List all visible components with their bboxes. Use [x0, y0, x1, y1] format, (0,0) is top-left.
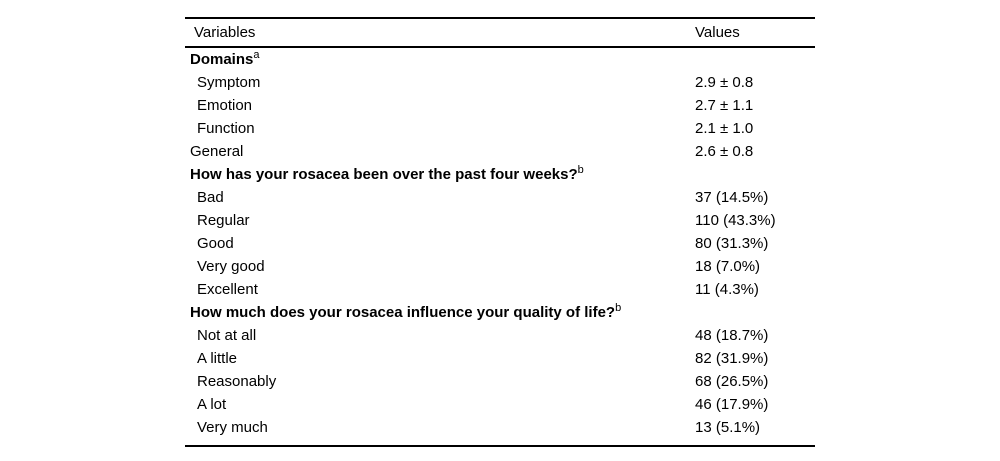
table-row: Very good 18 (7.0%)	[185, 255, 815, 278]
table-row: Good 80 (31.3%)	[185, 232, 815, 255]
variable-cell: Domainsa	[190, 49, 260, 69]
table-row: Function 2.1 ± 1.0	[185, 117, 815, 140]
variable-cell: Regular	[197, 212, 250, 229]
table-row: How much does your rosacea influence you…	[185, 301, 815, 324]
value-cell: 37 (14.5%)	[695, 189, 769, 206]
column-header-variables: Variables	[194, 24, 256, 41]
value-cell: 2.7 ± 1.1	[695, 97, 754, 114]
value-cell: 18 (7.0%)	[695, 258, 761, 275]
value-cell: 48 (18.7%)	[695, 327, 769, 344]
variable-cell: A little	[197, 350, 238, 367]
value-cell: 68 (26.5%)	[695, 373, 769, 390]
value-cell: 110 (43.3%)	[695, 212, 776, 229]
table-row: Reasonably 68 (26.5%)	[185, 370, 815, 393]
value-cell: 2.6 ± 0.8	[695, 143, 754, 160]
value-cell: 46 (17.9%)	[695, 396, 769, 413]
table-row: Bad 37 (14.5%)	[185, 186, 815, 209]
variable-cell: A lot	[197, 396, 227, 413]
table-row: A lot 46 (17.9%)	[185, 393, 815, 416]
table-row: Emotion 2.7 ± 1.1	[185, 94, 815, 117]
table-row: General 2.6 ± 0.8	[185, 140, 815, 163]
variable-cell: Function	[197, 120, 255, 137]
variable-cell: Excellent	[197, 281, 258, 298]
value-cell: 82 (31.9%)	[695, 350, 769, 367]
variable-cell: Very good	[197, 258, 265, 275]
variable-cell: Reasonably	[197, 373, 277, 390]
table-header: Variables Values	[185, 19, 815, 48]
table-row: Regular 110 (43.3%)	[185, 209, 815, 232]
variable-cell: How much does your rosacea influence you…	[190, 302, 622, 322]
footnote-marker: b	[577, 164, 584, 176]
value-cell: 2.9 ± 0.8	[695, 74, 754, 91]
table-row: Very much 13 (5.1%)	[185, 416, 815, 439]
table-body: Domainsa Symptom 2.9 ± 0.8 Emotion 2.7 ± 1.1…	[185, 48, 815, 445]
footnote-marker: a	[253, 49, 260, 61]
value-cell: 80 (31.3%)	[695, 235, 769, 252]
value-cell: 2.1 ± 1.0	[695, 120, 754, 137]
table-row: Excellent 11 (4.3%)	[185, 278, 815, 301]
variable-cell: Very much	[197, 419, 268, 436]
table-row: A little 82 (31.9%)	[185, 347, 815, 370]
variable-cell: General	[190, 143, 244, 160]
table-row: Symptom 2.9 ± 0.8	[185, 71, 815, 94]
value-cell: 11 (4.3%)	[695, 281, 759, 298]
column-header-values: Values	[695, 24, 740, 41]
variable-cell: Not at all	[197, 327, 257, 344]
table-row: Domainsa	[185, 48, 815, 71]
table-row: Not at all 48 (18.7%)	[185, 324, 815, 347]
footnote-marker: b	[615, 302, 622, 314]
table-row: How has your rosacea been over the past …	[185, 163, 815, 186]
variable-cell: Bad	[197, 189, 224, 206]
variable-cell: Emotion	[197, 97, 253, 114]
variable-cell: Symptom	[197, 74, 261, 91]
variable-cell: Good	[197, 235, 234, 252]
value-cell: 13 (5.1%)	[695, 419, 761, 436]
variable-cell: How has your rosacea been over the past …	[190, 164, 584, 184]
variables-values-table: Variables Values Domainsa Symptom 2.9 ± 0.…	[185, 17, 815, 447]
